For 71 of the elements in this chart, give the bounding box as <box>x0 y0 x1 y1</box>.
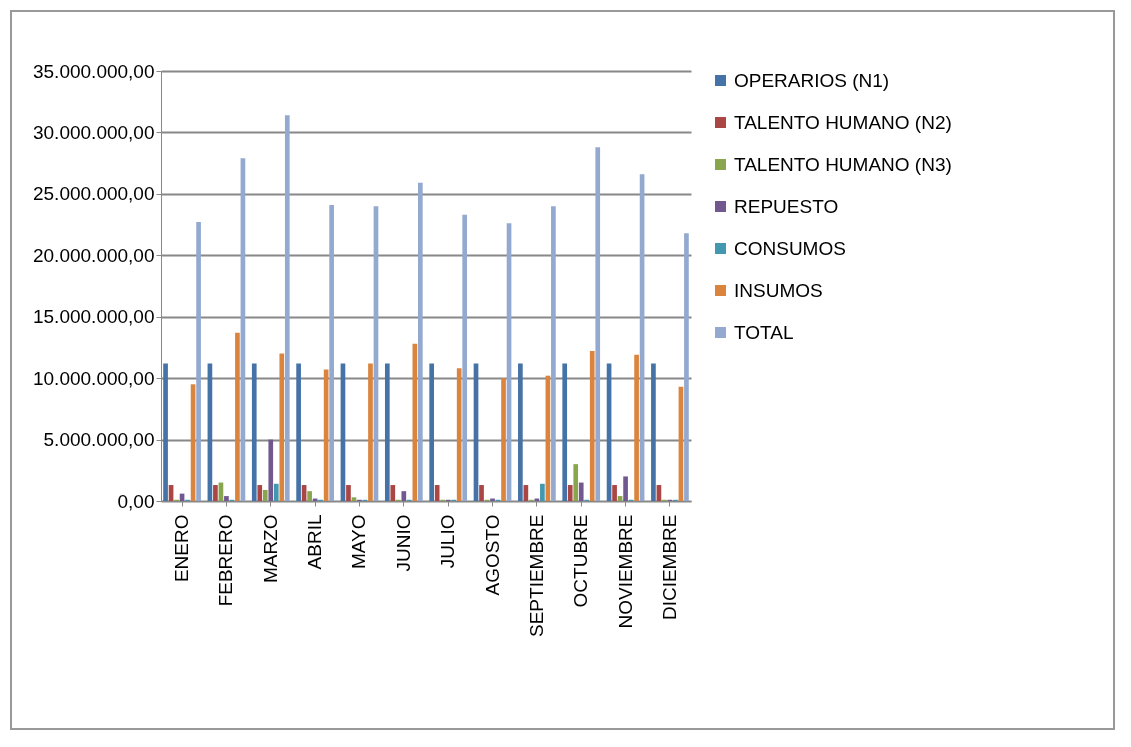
bar <box>562 363 568 501</box>
x-tick-label: JULIO <box>437 514 459 569</box>
bar <box>434 485 440 501</box>
x-tick-label: SEPTIEMBRE <box>525 514 547 637</box>
legend-label: CONSUMOS <box>734 237 846 259</box>
x-tick-label: DICIEMBRE <box>658 514 680 621</box>
y-tick-label: 30.000.000,00 <box>32 121 155 143</box>
x-tick-label: NOVIEMBRE <box>614 514 636 629</box>
bar <box>213 485 218 501</box>
bar <box>296 363 301 501</box>
y-tick-label: 10.000.000,00 <box>32 367 155 389</box>
bar <box>429 363 434 501</box>
bar <box>573 464 579 501</box>
bar <box>684 233 689 501</box>
bar <box>163 363 168 501</box>
legend-label: INSUMOS <box>734 279 823 301</box>
bar <box>307 491 312 501</box>
bar <box>273 483 279 501</box>
x-tick-label: MAYO <box>348 514 370 570</box>
bar <box>490 498 495 501</box>
bar <box>540 483 545 501</box>
bar <box>623 476 628 501</box>
legend-label: TOTAL <box>734 321 794 343</box>
bar <box>224 496 229 501</box>
x-tick-label: MARZO <box>259 514 281 584</box>
bar <box>257 485 263 501</box>
bar <box>268 439 274 501</box>
bar <box>279 353 285 501</box>
bar <box>251 363 257 501</box>
legend-label: OPERARIOS (N1) <box>734 69 890 91</box>
bar <box>329 204 334 501</box>
x-tick-label: OCTUBRE <box>570 514 592 608</box>
bar <box>479 485 484 501</box>
bar <box>235 332 240 501</box>
x-tick-label: ABRIL <box>304 514 326 570</box>
bar <box>595 147 601 501</box>
bar <box>518 363 523 501</box>
bar <box>196 222 201 501</box>
y-tick-label: 5.000.000,00 <box>43 429 155 451</box>
bar <box>284 115 290 501</box>
bar <box>262 489 268 501</box>
bar <box>501 378 506 501</box>
bar <box>418 182 423 501</box>
bar <box>462 214 468 501</box>
bar <box>589 351 595 501</box>
bar <box>578 482 584 501</box>
y-tick-label: 0,00 <box>117 490 155 512</box>
x-tick-label: JUNIO <box>392 514 414 572</box>
bar <box>390 485 396 501</box>
legend-label: TALENTO HUMANO (N3) <box>734 153 952 175</box>
bar <box>412 343 418 501</box>
bar <box>634 354 639 501</box>
bar <box>567 485 573 501</box>
bar <box>351 497 357 501</box>
legend-label: TALENTO HUMANO (N2) <box>734 111 952 133</box>
bar <box>651 363 656 501</box>
bar <box>612 485 617 501</box>
legend-label: REPUESTO <box>734 195 839 217</box>
bar <box>368 363 373 501</box>
x-tick-label: ENERO <box>171 514 193 583</box>
bar <box>551 206 556 501</box>
y-tick-label: 15.000.000,00 <box>32 306 155 328</box>
bar <box>384 363 390 501</box>
y-tick-label: 35.000.000,00 <box>32 60 155 82</box>
x-tick-label: AGOSTO <box>481 514 503 596</box>
bar <box>346 485 351 501</box>
bar <box>401 491 407 501</box>
bar <box>456 368 462 501</box>
y-tick-label: 25.000.000,00 <box>32 183 155 205</box>
y-tick-label: 20.000.000,00 <box>32 244 155 266</box>
x-tick-label: FEBRERO <box>215 514 237 607</box>
